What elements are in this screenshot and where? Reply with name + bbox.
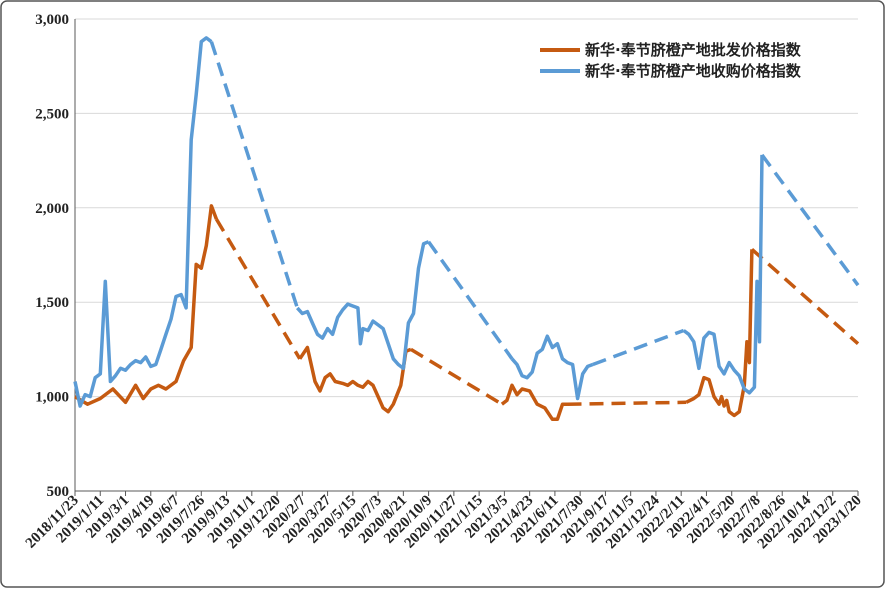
series-line-1-solid <box>500 383 568 422</box>
y-tick-label: 1,000 <box>35 390 69 406</box>
legend-label-2: 新华·奉节脐橙产地收购价格指数 <box>585 62 802 80</box>
y-tick-label: 3,000 <box>35 12 69 28</box>
series-line-2-solid <box>295 240 430 371</box>
series-line-2-dashed <box>209 41 299 309</box>
series-line-1-solid <box>685 249 754 418</box>
series-line-1-dashed <box>214 218 302 360</box>
series-line-2-solid <box>73 36 213 408</box>
series-line-2-solid <box>510 334 594 401</box>
series-line-2-dashed <box>592 328 685 367</box>
series-line-1-dashed <box>409 347 503 406</box>
series-line-2-dashed <box>427 240 514 360</box>
y-tick-label: 500 <box>47 484 70 500</box>
series-line-2-solid <box>682 154 764 395</box>
series-line-2-dashed <box>760 153 860 287</box>
y-tick-label: 1,500 <box>35 295 69 311</box>
y-tick-label: 2,500 <box>35 106 69 122</box>
series-line-1-solid <box>74 204 219 406</box>
legend-label-1: 新华·奉节脐橙产地批发价格指数 <box>585 41 802 59</box>
series-line-1-dashed <box>567 400 687 406</box>
series-line-1-solid <box>298 345 412 414</box>
y-tick-label: 2,000 <box>35 201 69 217</box>
series-line-1-dashed <box>750 247 860 346</box>
